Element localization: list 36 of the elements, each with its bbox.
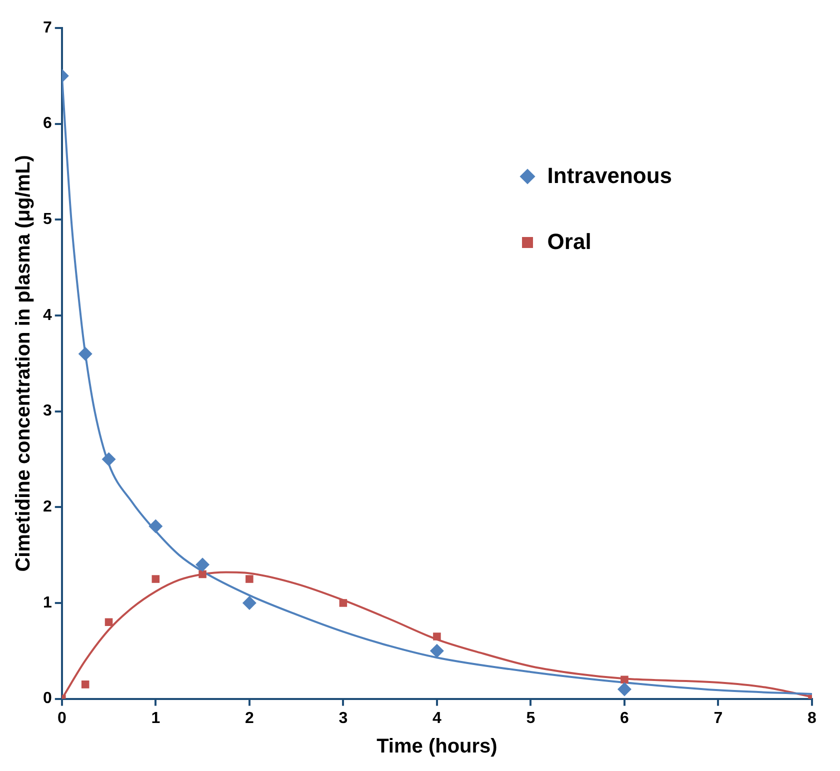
x-tick-label: 3: [338, 710, 348, 727]
point: [102, 452, 116, 466]
y-tick-label: 1: [42, 594, 52, 612]
point: [196, 558, 210, 572]
y-tick-label: 2: [42, 498, 52, 516]
point: [433, 632, 441, 640]
x-tick-label: 0: [57, 710, 66, 727]
y-tick-label: 7: [42, 19, 52, 36]
point: [430, 644, 444, 658]
legend-label: Oral: [547, 229, 592, 255]
y-tick-label: 4: [42, 306, 52, 324]
x-tick-label: 2: [244, 710, 254, 727]
point: [339, 599, 348, 607]
point: [81, 680, 90, 688]
y-axis-title: Cimetidine concentration in plasma (μg/mL): [12, 155, 35, 572]
x-tick-label: 6: [620, 710, 630, 727]
x-tick-label: 8: [808, 710, 817, 727]
y-tick-label: 5: [42, 211, 52, 228]
point: [617, 682, 632, 696]
point: [152, 575, 160, 583]
point: [148, 519, 163, 534]
point: [78, 346, 92, 361]
x-tick-label: 4: [432, 710, 442, 727]
x-tick-label: 1: [151, 710, 160, 727]
point: [242, 596, 256, 610]
point: [246, 575, 254, 583]
y-tick-label: 6: [42, 115, 52, 132]
point: [620, 676, 628, 684]
x-tick-label: 7: [714, 710, 723, 727]
y-tick-label: 3: [42, 402, 52, 420]
point: [104, 618, 113, 626]
y-tick-label: 0: [42, 690, 52, 708]
x-axis-title: Time (hours): [376, 736, 498, 758]
legend-label: Intravenous: [547, 163, 672, 189]
x-tick-label: 5: [526, 710, 536, 727]
point: [198, 570, 206, 578]
